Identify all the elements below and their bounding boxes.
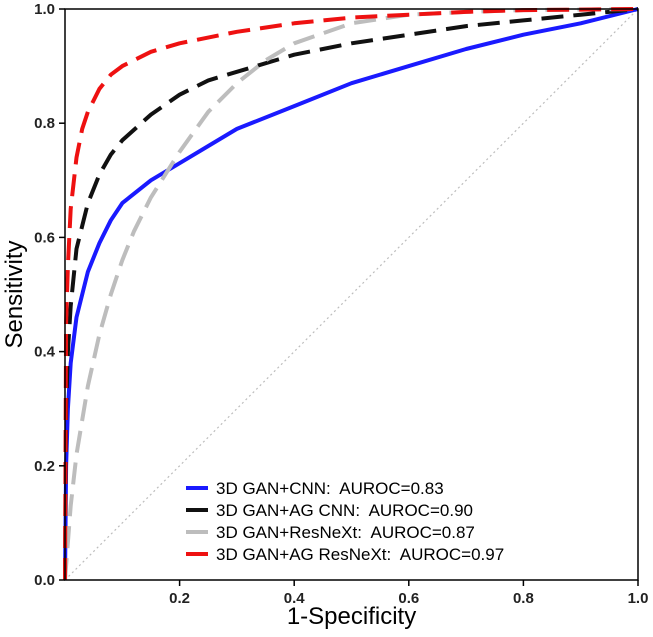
plot-marks xyxy=(63,7,639,581)
legend-label: 3D GAN+AG CNN: AUROC=0.90 xyxy=(216,501,473,520)
y-tick-label: 0.0 xyxy=(34,572,55,589)
y-tick-label: 0.8 xyxy=(34,115,55,132)
x-tick-label: 0.2 xyxy=(169,590,190,607)
plot-frame xyxy=(64,8,639,581)
legend-label: 3D GAN+AG ResNeXt: AUROC=0.97 xyxy=(216,545,504,564)
legend-label: 3D GAN+ResNeXt: AUROC=0.87 xyxy=(216,523,475,542)
roc-curve-series-4 xyxy=(63,7,639,581)
x-tick-label: 0.6 xyxy=(398,590,419,607)
y-tick-label: 0.2 xyxy=(34,458,55,475)
axis-ticks: 0.2 0.4 0.6 0.8 1.0 0.0 0.2 0.4 0.6 0.8 1.0 xyxy=(34,1,648,607)
legend: 3D GAN+CNN: AUROC=0.83 3D GAN+AG CNN: AUR… xyxy=(186,479,504,564)
y-tick-label: 0.4 xyxy=(34,344,56,361)
legend-label: 3D GAN+CNN: AUROC=0.83 xyxy=(216,479,444,498)
y-tick-label: 1.0 xyxy=(34,1,55,18)
roc-curve-series-2 xyxy=(63,7,639,581)
y-tick-label: 0.6 xyxy=(34,229,55,246)
y-axis-label: Sensitivity xyxy=(1,240,28,348)
x-tick-label: 1.0 xyxy=(628,590,649,607)
x-axis-label: 1-Specificity xyxy=(287,603,416,630)
x-tick-label: 0.8 xyxy=(513,590,534,607)
x-tick-label: 0.4 xyxy=(284,590,306,607)
